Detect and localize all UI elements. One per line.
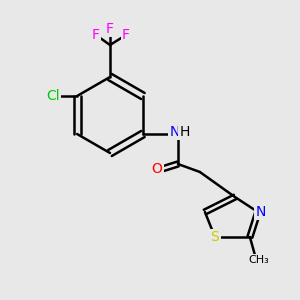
Text: CH₃: CH₃	[248, 255, 269, 265]
Text: N: N	[170, 125, 180, 139]
Text: H: H	[180, 125, 190, 139]
Text: O: O	[152, 162, 162, 176]
Text: S: S	[211, 230, 219, 244]
Text: F: F	[122, 28, 130, 42]
Text: N: N	[256, 205, 266, 219]
Text: Cl: Cl	[46, 89, 60, 103]
Text: F: F	[106, 22, 114, 36]
Text: F: F	[92, 28, 100, 42]
